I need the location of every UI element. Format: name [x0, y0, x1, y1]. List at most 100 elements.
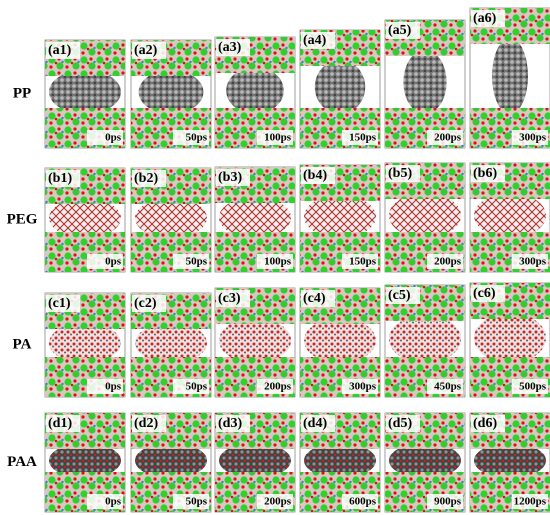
panel-id: (d6) [473, 416, 497, 431]
panel-id-box [46, 170, 80, 187]
snapshot-panel: (b2) 50ps [130, 167, 212, 273]
snapshot-panel: (a5) 200ps [384, 19, 466, 149]
time-label: 200ps [264, 381, 292, 393]
snapshot-panel: (c5) 450ps [384, 284, 466, 398]
time-label: 0ps [105, 496, 122, 508]
snapshot-panel: (a2) 50ps [130, 39, 212, 149]
time-box [512, 379, 548, 394]
panel-id: (d2) [134, 416, 158, 431]
panel-id-box [386, 22, 420, 39]
polymer [304, 195, 376, 238]
panel-id-box [46, 415, 80, 432]
time-label: 1200ps [514, 496, 547, 508]
time-label: 0ps [105, 256, 122, 268]
time-label: 50ps [186, 256, 208, 268]
polymer [403, 50, 447, 114]
panel-id: (c4) [303, 291, 326, 306]
panel-id: (c2) [134, 296, 157, 311]
polymer [135, 198, 207, 238]
polymer [226, 67, 284, 114]
snapshot-panel: (c4) 300ps [299, 287, 381, 398]
snapshot-panel: (b3) 100ps [214, 166, 296, 273]
time-label: 150ps [349, 256, 377, 268]
time-box [512, 130, 548, 145]
time-label: 600ps [349, 496, 377, 508]
snapshot-panel: (c3) 200ps [214, 287, 296, 398]
snapshot-panel: (d5) 900ps [384, 412, 466, 513]
row-label: PP [13, 85, 31, 101]
time-label: 300ps [519, 256, 547, 268]
snapshot-panel: (a6) 300ps [469, 7, 550, 149]
panel-id-box [386, 415, 420, 432]
time-label: 200ps [434, 132, 462, 144]
polymer [219, 197, 291, 238]
panel-id: (b4) [303, 168, 327, 183]
polymer [138, 70, 204, 114]
snapshot-panel: (a4) 150ps [299, 29, 381, 149]
polymer [474, 443, 546, 478]
polymer [492, 38, 528, 114]
polymer [389, 193, 461, 238]
time-label: 200ps [434, 256, 462, 268]
snapshot-panel: (b1) 0ps [44, 167, 126, 273]
time-box [173, 254, 209, 269]
time-box [173, 494, 209, 509]
panel-id-box [216, 169, 250, 186]
panel-id-box [301, 167, 335, 184]
snapshot-panel: (b4) 150ps [299, 164, 381, 273]
time-box [257, 254, 293, 269]
snapshot-panel: (b5) 200ps [384, 162, 466, 273]
polymer [389, 443, 461, 478]
time-box [427, 494, 463, 509]
polymer [135, 443, 207, 478]
panel-id: (b5) [388, 166, 412, 181]
time-box [257, 379, 293, 394]
panel-id-box [471, 285, 505, 302]
row-label: PEG [7, 211, 38, 227]
time-box [87, 130, 123, 145]
time-label: 100ps [264, 132, 292, 144]
panel-id-box [46, 42, 80, 59]
time-box [342, 254, 378, 269]
row-label: PAA [7, 454, 37, 470]
polymer [49, 323, 121, 363]
time-label: 900ps [434, 496, 462, 508]
panel-id-box [132, 170, 166, 187]
time-box [342, 494, 378, 509]
snapshot-panel: (a3) 100ps [214, 36, 296, 149]
panel-id: (d1) [48, 416, 72, 431]
snapshot-panel: (c6) 500ps [469, 282, 550, 398]
panel-id: (a3) [218, 40, 242, 55]
time-box [512, 494, 548, 509]
time-box [342, 130, 378, 145]
time-box [87, 254, 123, 269]
time-label: 0ps [105, 381, 122, 393]
polymer [219, 443, 291, 478]
time-label: 0ps [105, 132, 122, 144]
panel-id: (c1) [48, 296, 71, 311]
panel-id-box [132, 415, 166, 432]
snapshot-panel: (c2) 50ps [130, 292, 212, 398]
polymer [304, 318, 376, 363]
polymer [474, 313, 546, 363]
snapshot-panel: (d6) 1200ps [469, 412, 550, 513]
polymer [219, 318, 291, 363]
panel-id-box [386, 165, 420, 182]
panel-id-box [216, 39, 250, 56]
time-label: 300ps [519, 132, 547, 144]
panel-id-box [301, 32, 335, 49]
snapshot-panel: (a1) 0ps [44, 39, 126, 149]
polymer [314, 60, 366, 114]
time-box [87, 379, 123, 394]
row-label: PA [13, 336, 32, 352]
time-box [427, 379, 463, 394]
panel-id-box [471, 165, 505, 182]
panel-id: (a6) [473, 11, 497, 26]
panel-id: (c3) [218, 291, 241, 306]
time-label: 500ps [519, 381, 547, 393]
panel-id: (d5) [388, 416, 412, 431]
time-label: 50ps [186, 496, 208, 508]
panel-id: (b2) [134, 171, 158, 186]
time-box [427, 130, 463, 145]
snapshot-panel: (d3) 200ps [214, 412, 296, 513]
